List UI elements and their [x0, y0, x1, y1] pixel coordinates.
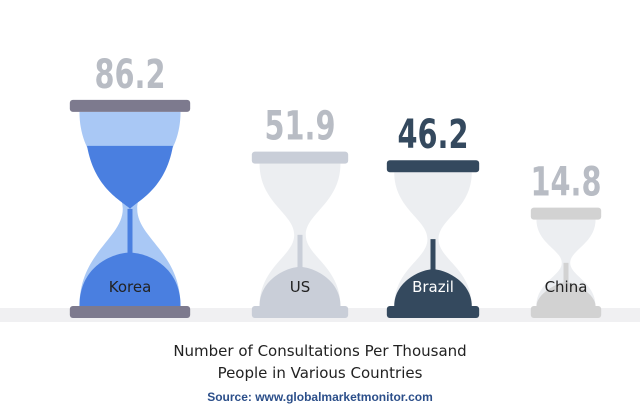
chart: Korea 86.2 US 51.9 Brazil 46.2 China 14.8 [0, 50, 640, 322]
sand-stream [127, 208, 133, 258]
hourglass-base [69, 306, 191, 318]
sand-stream [563, 262, 569, 285]
value-label: 14.8 [530, 158, 601, 205]
hourglass-cap [69, 99, 191, 112]
bottom-sand [394, 269, 472, 306]
category-label: US [290, 278, 311, 296]
sand-stream [430, 239, 436, 273]
bottom-sand [259, 266, 341, 306]
value-label: 86.2 [94, 50, 165, 97]
bottom-sand [536, 282, 596, 306]
hourglass-base [251, 306, 349, 318]
hourglass-cap [386, 160, 480, 173]
hourglass-base [530, 306, 602, 318]
bottom-sand [79, 252, 181, 306]
chart-title: Number of Consultations Per Thousand Peo… [173, 342, 467, 382]
value-label: 46.2 [397, 111, 468, 158]
category-label: Korea [109, 278, 152, 296]
sand-stream [297, 234, 303, 271]
hourglass-glass [259, 163, 341, 306]
hourglass-cap [530, 207, 602, 220]
value-label: 51.9 [264, 102, 335, 149]
source: Source: www.globalmarketmonitor.com [207, 390, 433, 404]
hourglass-base [386, 306, 480, 318]
category-label: Brazil [412, 278, 454, 296]
hourglass-cap [251, 151, 349, 164]
top-sand [87, 145, 173, 209]
category-label: China [545, 278, 588, 296]
